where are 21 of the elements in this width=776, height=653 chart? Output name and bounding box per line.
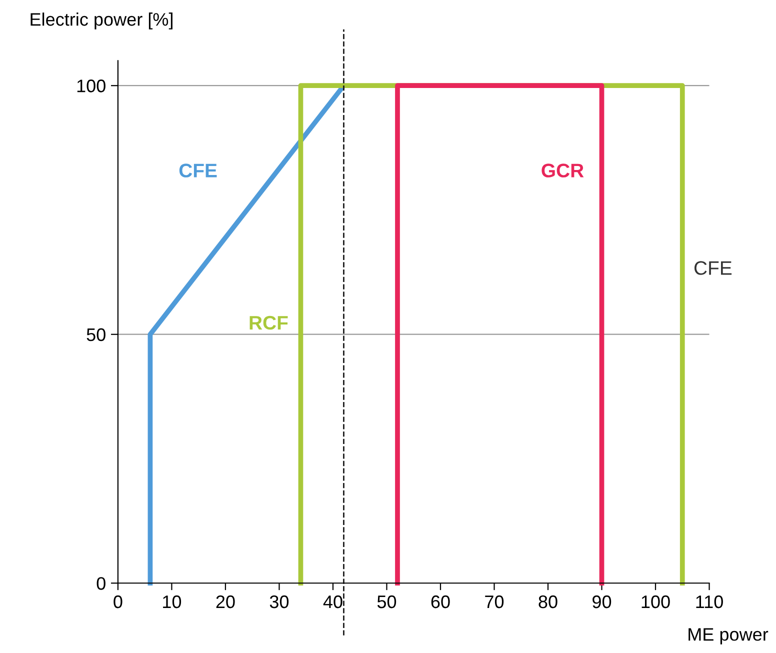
x-tick-label: 70 (485, 595, 504, 608)
x-tick-label: 30 (270, 595, 289, 608)
x-tick-label: 60 (431, 595, 450, 608)
text: CFE (179, 164, 217, 178)
x-axis-title: ME power (688, 628, 768, 644)
y-tick-label: 0 (96, 577, 106, 590)
x-tick-label: 20 (216, 595, 235, 608)
y-tick-label: 100 (77, 80, 106, 92)
y-tick-label: 50 (86, 328, 106, 342)
x-tick-label: 100 (642, 595, 670, 608)
x-tick-label: 50 (377, 595, 396, 608)
annotation: CFE (694, 261, 732, 275)
y-axis-title: Electric power [%] (30, 12, 172, 30)
x-tick-label: 0 (114, 595, 122, 608)
x-tick-label: 90 (592, 595, 612, 608)
x-tick-label: 10 (163, 595, 182, 608)
x-tick-label: 110 (696, 595, 723, 608)
x-tick-label: 40 (323, 595, 342, 608)
x-tick-label: 80 (538, 595, 558, 608)
series-label: GCR (542, 164, 584, 178)
series-label: RCF (250, 316, 288, 330)
